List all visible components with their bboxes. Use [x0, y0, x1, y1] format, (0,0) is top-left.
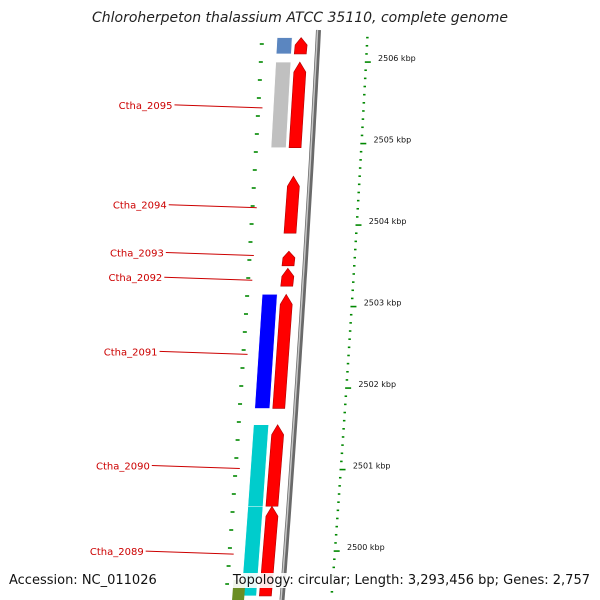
cds-arrow	[265, 424, 284, 507]
gene-label-leader	[174, 104, 263, 109]
gene-label: Ctha_2095	[119, 101, 173, 112]
backbone-line	[279, 29, 321, 600]
cds-arrow	[281, 250, 296, 267]
tick-label: 2504 kbp	[369, 217, 407, 226]
tick-label: 2500 kbp	[347, 543, 385, 552]
gene-label: Ctha_2092	[108, 273, 162, 284]
tick-label: 2501 kbp	[353, 462, 391, 471]
map-title: Chloroherpeton thalassium ATCC 35110, co…	[92, 10, 508, 26]
gene-label-leader	[151, 465, 240, 469]
gene-label: Ctha_2094	[113, 201, 167, 212]
gene-label-leader	[145, 550, 234, 555]
gene-labels: Ctha_2095 Ctha_2094 Ctha_2093 Ctha_2092 Ctha…	[90, 101, 263, 558]
cds-arrow	[283, 175, 300, 234]
gene-label: Ctha_2090	[96, 462, 150, 473]
gene-label-leader	[159, 350, 248, 355]
tick-label: 2506 kbp	[378, 54, 416, 63]
cds-arrow	[272, 293, 293, 409]
cds-track	[259, 37, 308, 597]
cog-box	[254, 294, 278, 409]
genome-backbone	[279, 29, 321, 600]
gene-label: Ctha_2091	[104, 347, 158, 358]
gene-label-leader	[168, 204, 257, 209]
cds-arrow	[293, 37, 308, 55]
cog-box	[275, 37, 293, 55]
backbone-highlight	[280, 29, 319, 600]
cds-arrow	[280, 267, 295, 287]
cog-box	[247, 424, 269, 507]
tick-label: 2502 kbp	[358, 380, 396, 389]
cds-arrow	[288, 61, 307, 148]
topology-text: Topology: circular; Length: 3,293,456 bp…	[228, 573, 590, 588]
tick-label: 2503 kbp	[364, 299, 402, 308]
gene-label-leader	[165, 251, 254, 256]
gene-label-leader	[164, 276, 253, 281]
scale-ticks: 2506 kbp 2505 kbp 2504 kbp 2503 kbp 2502 kbp…	[225, 36, 416, 593]
tick-label: 2505 kbp	[374, 136, 412, 145]
accession-text: Accession: NC_011026	[9, 573, 157, 588]
gene-label: Ctha_2093	[110, 248, 164, 259]
cog-box	[270, 61, 292, 148]
gene-label: Ctha_2089	[90, 547, 144, 558]
